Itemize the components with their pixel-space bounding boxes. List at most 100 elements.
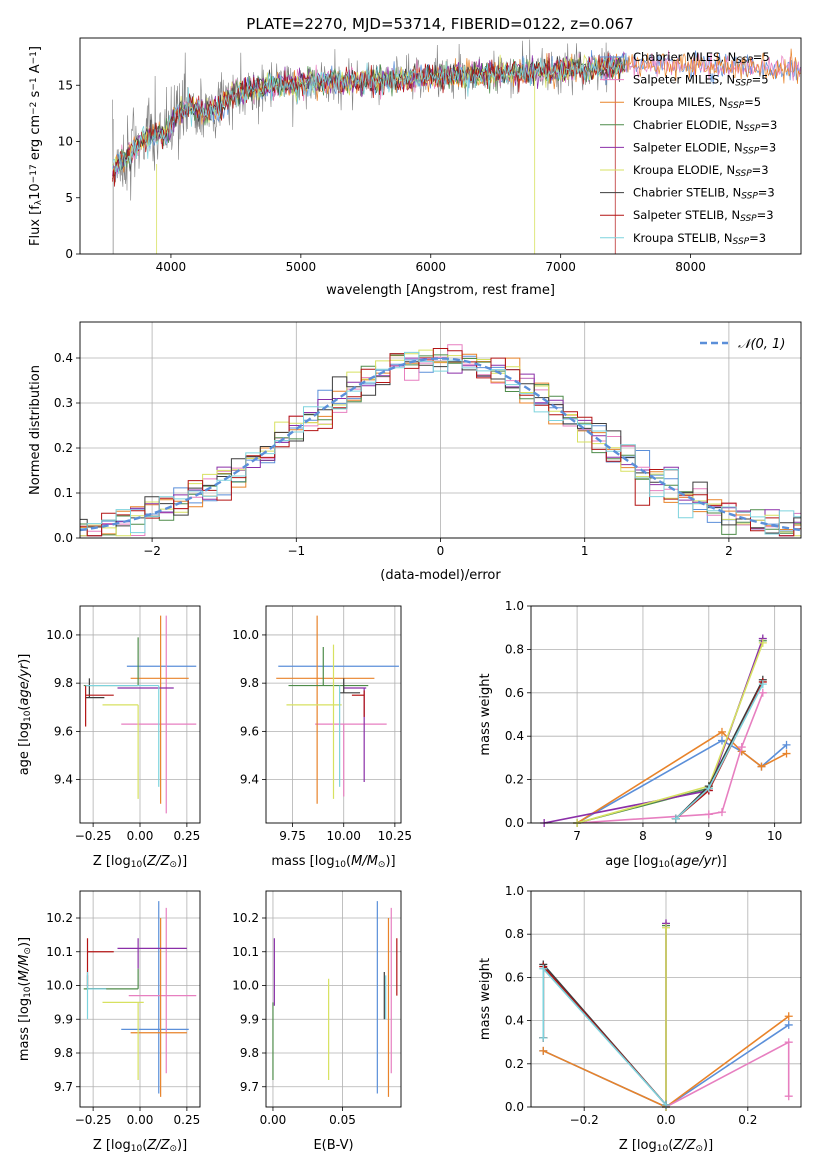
- label-part: =3: [749, 231, 766, 245]
- label-part: Z [log: [93, 854, 131, 869]
- x-axis-label: Z [log10(Z/Z⊙)]: [619, 1138, 713, 1154]
- y-tick-label: 0.4: [54, 351, 73, 365]
- legend-entry: Salpeter STELIB, NSSP=3: [633, 208, 774, 224]
- label-part: (: [17, 706, 32, 711]
- y-tick-label: 0.8: [505, 927, 524, 941]
- y-tick-label: 0: [65, 247, 73, 261]
- label-part: erg cm: [28, 115, 43, 164]
- y-tick-label: 10.0: [232, 979, 259, 993]
- x-tick-label: 8: [639, 829, 647, 843]
- label-part: (: [142, 1138, 147, 1153]
- label-part: Chabrier MILES, N: [633, 50, 736, 64]
- label-part: SSP: [736, 56, 753, 66]
- weight-point-marker: [717, 808, 726, 817]
- label-part: Flux [f: [28, 205, 43, 246]
- weight-point-marker: [758, 638, 767, 647]
- label-part: )]: [177, 854, 187, 869]
- label-part: Chabrier ELODIE, N: [633, 118, 744, 132]
- weight-point-marker: [784, 1092, 793, 1101]
- y-tick-label: 9.9: [54, 1012, 73, 1026]
- x-tick-label: 5000: [286, 260, 317, 274]
- mass-vs-EBV-panel: 0.00 0.05 9.7 9.8 9.9 10.0 10.1 10.2 E(B-V): [232, 890, 402, 1153]
- y-tick-label: 10: [58, 135, 73, 149]
- label-part: SSP: [735, 79, 752, 89]
- label-part: SSP: [740, 214, 757, 224]
- axes-frame: [265, 890, 402, 1108]
- spectrum-model-line: [112, 57, 626, 174]
- weight-point-marker: [717, 736, 726, 745]
- mass-vs-Z-panel: −0.25 0.00 0.25 9.7 9.8 9.9 10.0 10.1 10.2 Z [log…: [17, 890, 201, 1154]
- histogram-step: [80, 353, 801, 535]
- weight-series-line: [576, 730, 787, 823]
- label-part: Chabrier STELIB, N: [633, 186, 741, 200]
- weight-point-marker: [784, 1020, 793, 1029]
- histogram-step: [80, 348, 801, 537]
- legend-entry: Salpeter MILES, NSSP=5: [633, 73, 769, 89]
- label-part: =5: [752, 73, 769, 87]
- label-part: SSP: [743, 147, 760, 157]
- y-tick-label: 0.0: [54, 531, 73, 545]
- label-part: =3: [760, 118, 777, 132]
- residuals-panel: −2 −1 0 1 2 0.0 0.1 0.2 0.3 0.4 𝒩(0, 1) (data-model…: [28, 321, 802, 583]
- weight-point-marker: [717, 727, 726, 736]
- weight-point-marker: [662, 1100, 670, 1109]
- axes-frame: [265, 605, 402, 824]
- legend-entry: Kroupa MILES, NSSP=5: [633, 95, 761, 111]
- x-tick-label: 0.00: [127, 1113, 154, 1127]
- weight-point-marker: [758, 688, 767, 697]
- label-part: Salpeter STELIB, N: [633, 208, 740, 222]
- y-tick-label: 0.0: [505, 1100, 524, 1114]
- weight-point-marker: [784, 1038, 793, 1047]
- y-tick-label: 0.2: [505, 1057, 524, 1071]
- y-tick-label: 10.1: [232, 945, 259, 959]
- x-tick-label: 10.25: [378, 829, 412, 843]
- histogram-step: [80, 351, 801, 535]
- weight-series-line: [542, 966, 667, 1106]
- legend-entry: Chabrier STELIB, NSSP=3: [633, 186, 775, 202]
- label-part: SSP: [728, 101, 745, 111]
- legend-entry: Kroupa STELIB, NSSP=3: [633, 231, 766, 247]
- y-axis-label: Normed distribution: [28, 365, 43, 495]
- weight-point-marker: [671, 814, 680, 823]
- legend-entry: Salpeter ELODIE, NSSP=3: [633, 140, 776, 156]
- y-tick-label: 0.6: [505, 970, 524, 984]
- y-tick-label: 0.4: [505, 729, 524, 743]
- axes-frame: [79, 37, 802, 255]
- weight-point-marker: [757, 762, 766, 771]
- label-part: age/yr: [675, 854, 718, 869]
- label-part: Z/Z: [146, 1138, 170, 1153]
- x-tick-label: 10.00: [327, 829, 361, 843]
- weight-series-line: [542, 1015, 790, 1107]
- label-part: age [log: [17, 722, 32, 775]
- label-part: )]: [17, 937, 32, 947]
- label-part: =3: [757, 208, 774, 222]
- label-part: age/yr: [17, 662, 32, 705]
- label-part: ⊙: [23, 947, 33, 955]
- age-vs-mass-panel: 9.75 10.00 10.25 9.4 9.6 9.8 10.0 mass [log10(M…: [232, 605, 412, 870]
- label-part: −1: [29, 51, 39, 64]
- label-part: −17: [29, 164, 39, 183]
- weight-point-marker: [662, 923, 670, 932]
- x-tick-label: 10: [767, 829, 782, 843]
- legend-entry: Kroupa ELODIE, NSSP=3: [633, 163, 769, 179]
- y-tick-label: 5: [65, 191, 73, 205]
- y-tick-label: 1.0: [505, 884, 524, 898]
- y-axis-label: age [log10(age/yr)]: [17, 654, 33, 776]
- x-tick-label: 0.00: [127, 829, 154, 843]
- x-tick-label: −1: [287, 544, 305, 558]
- legend-entry: Chabrier ELODIE, NSSP=3: [633, 118, 777, 134]
- label-part: (: [346, 854, 351, 869]
- label-part: Z [log: [93, 1138, 131, 1153]
- x-tick-label: −0.25: [75, 829, 112, 843]
- label-part: ⊙: [169, 1144, 177, 1154]
- label-part: SSP: [744, 124, 761, 134]
- label-part: age [log: [605, 854, 658, 869]
- y-tick-label: 0.3: [54, 396, 73, 410]
- axes-frame: [79, 890, 201, 1108]
- y-tick-label: 9.7: [54, 1080, 73, 1094]
- label-part: Salpeter ELODIE, N: [633, 140, 743, 154]
- label-part: SSP: [735, 169, 752, 179]
- label-part: 10: [23, 710, 33, 722]
- y-tick-label: 1.0: [505, 599, 524, 613]
